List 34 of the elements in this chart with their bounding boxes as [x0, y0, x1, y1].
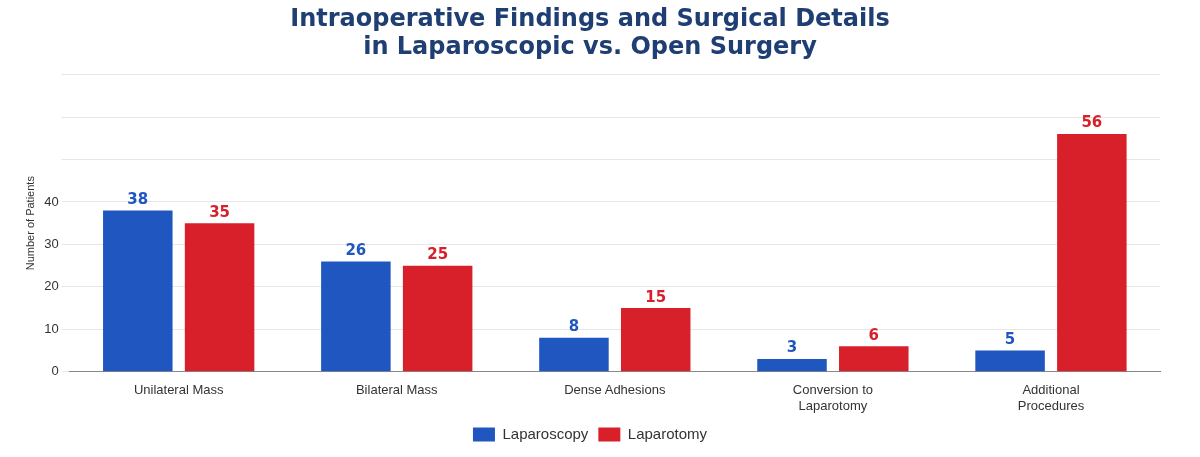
chart-title: Intraoperative Findings and Surgical Details in Laparoscopic vs. Open Surgery — [290, 3, 890, 61]
y-axis-title: Number of Patients — [23, 175, 36, 271]
y-tick-label: 0 — [51, 363, 59, 379]
bar — [539, 337, 609, 372]
data-label: 8 — [568, 317, 580, 336]
x-tick-label: Additional Procedures — [1017, 382, 1085, 413]
data-label: 15 — [645, 287, 667, 306]
bar — [321, 261, 391, 372]
data-label: 35 — [209, 202, 231, 221]
bar — [839, 346, 909, 372]
bar — [975, 350, 1045, 372]
x-tick-label: Bilateral Mass — [355, 382, 439, 398]
x-tick-label: Unilateral Mass — [133, 382, 224, 398]
bar — [103, 210, 173, 372]
y-tick-label: 20 — [44, 278, 59, 294]
bar — [402, 265, 473, 372]
legend-label: Laparoscopy — [502, 424, 589, 442]
data-label: 25 — [427, 245, 449, 264]
x-tick-label: Conversion to Laparotomy — [792, 382, 874, 413]
legend-label: Laparotomy — [627, 424, 708, 442]
bar — [1057, 134, 1127, 372]
bar — [620, 308, 691, 372]
bar — [184, 223, 255, 372]
x-tick-label: Dense Adhesions — [564, 382, 666, 398]
y-tick-label: 30 — [44, 236, 59, 252]
bar — [757, 359, 827, 372]
data-label: 6 — [868, 325, 879, 344]
data-label: 5 — [1004, 329, 1016, 348]
data-label: 56 — [1081, 113, 1103, 132]
data-label: 3 — [786, 338, 798, 357]
y-tick-label: 40 — [44, 193, 59, 209]
y-tick-label: 10 — [44, 320, 59, 336]
data-label: 38 — [127, 189, 149, 208]
data-label: 26 — [345, 240, 367, 259]
